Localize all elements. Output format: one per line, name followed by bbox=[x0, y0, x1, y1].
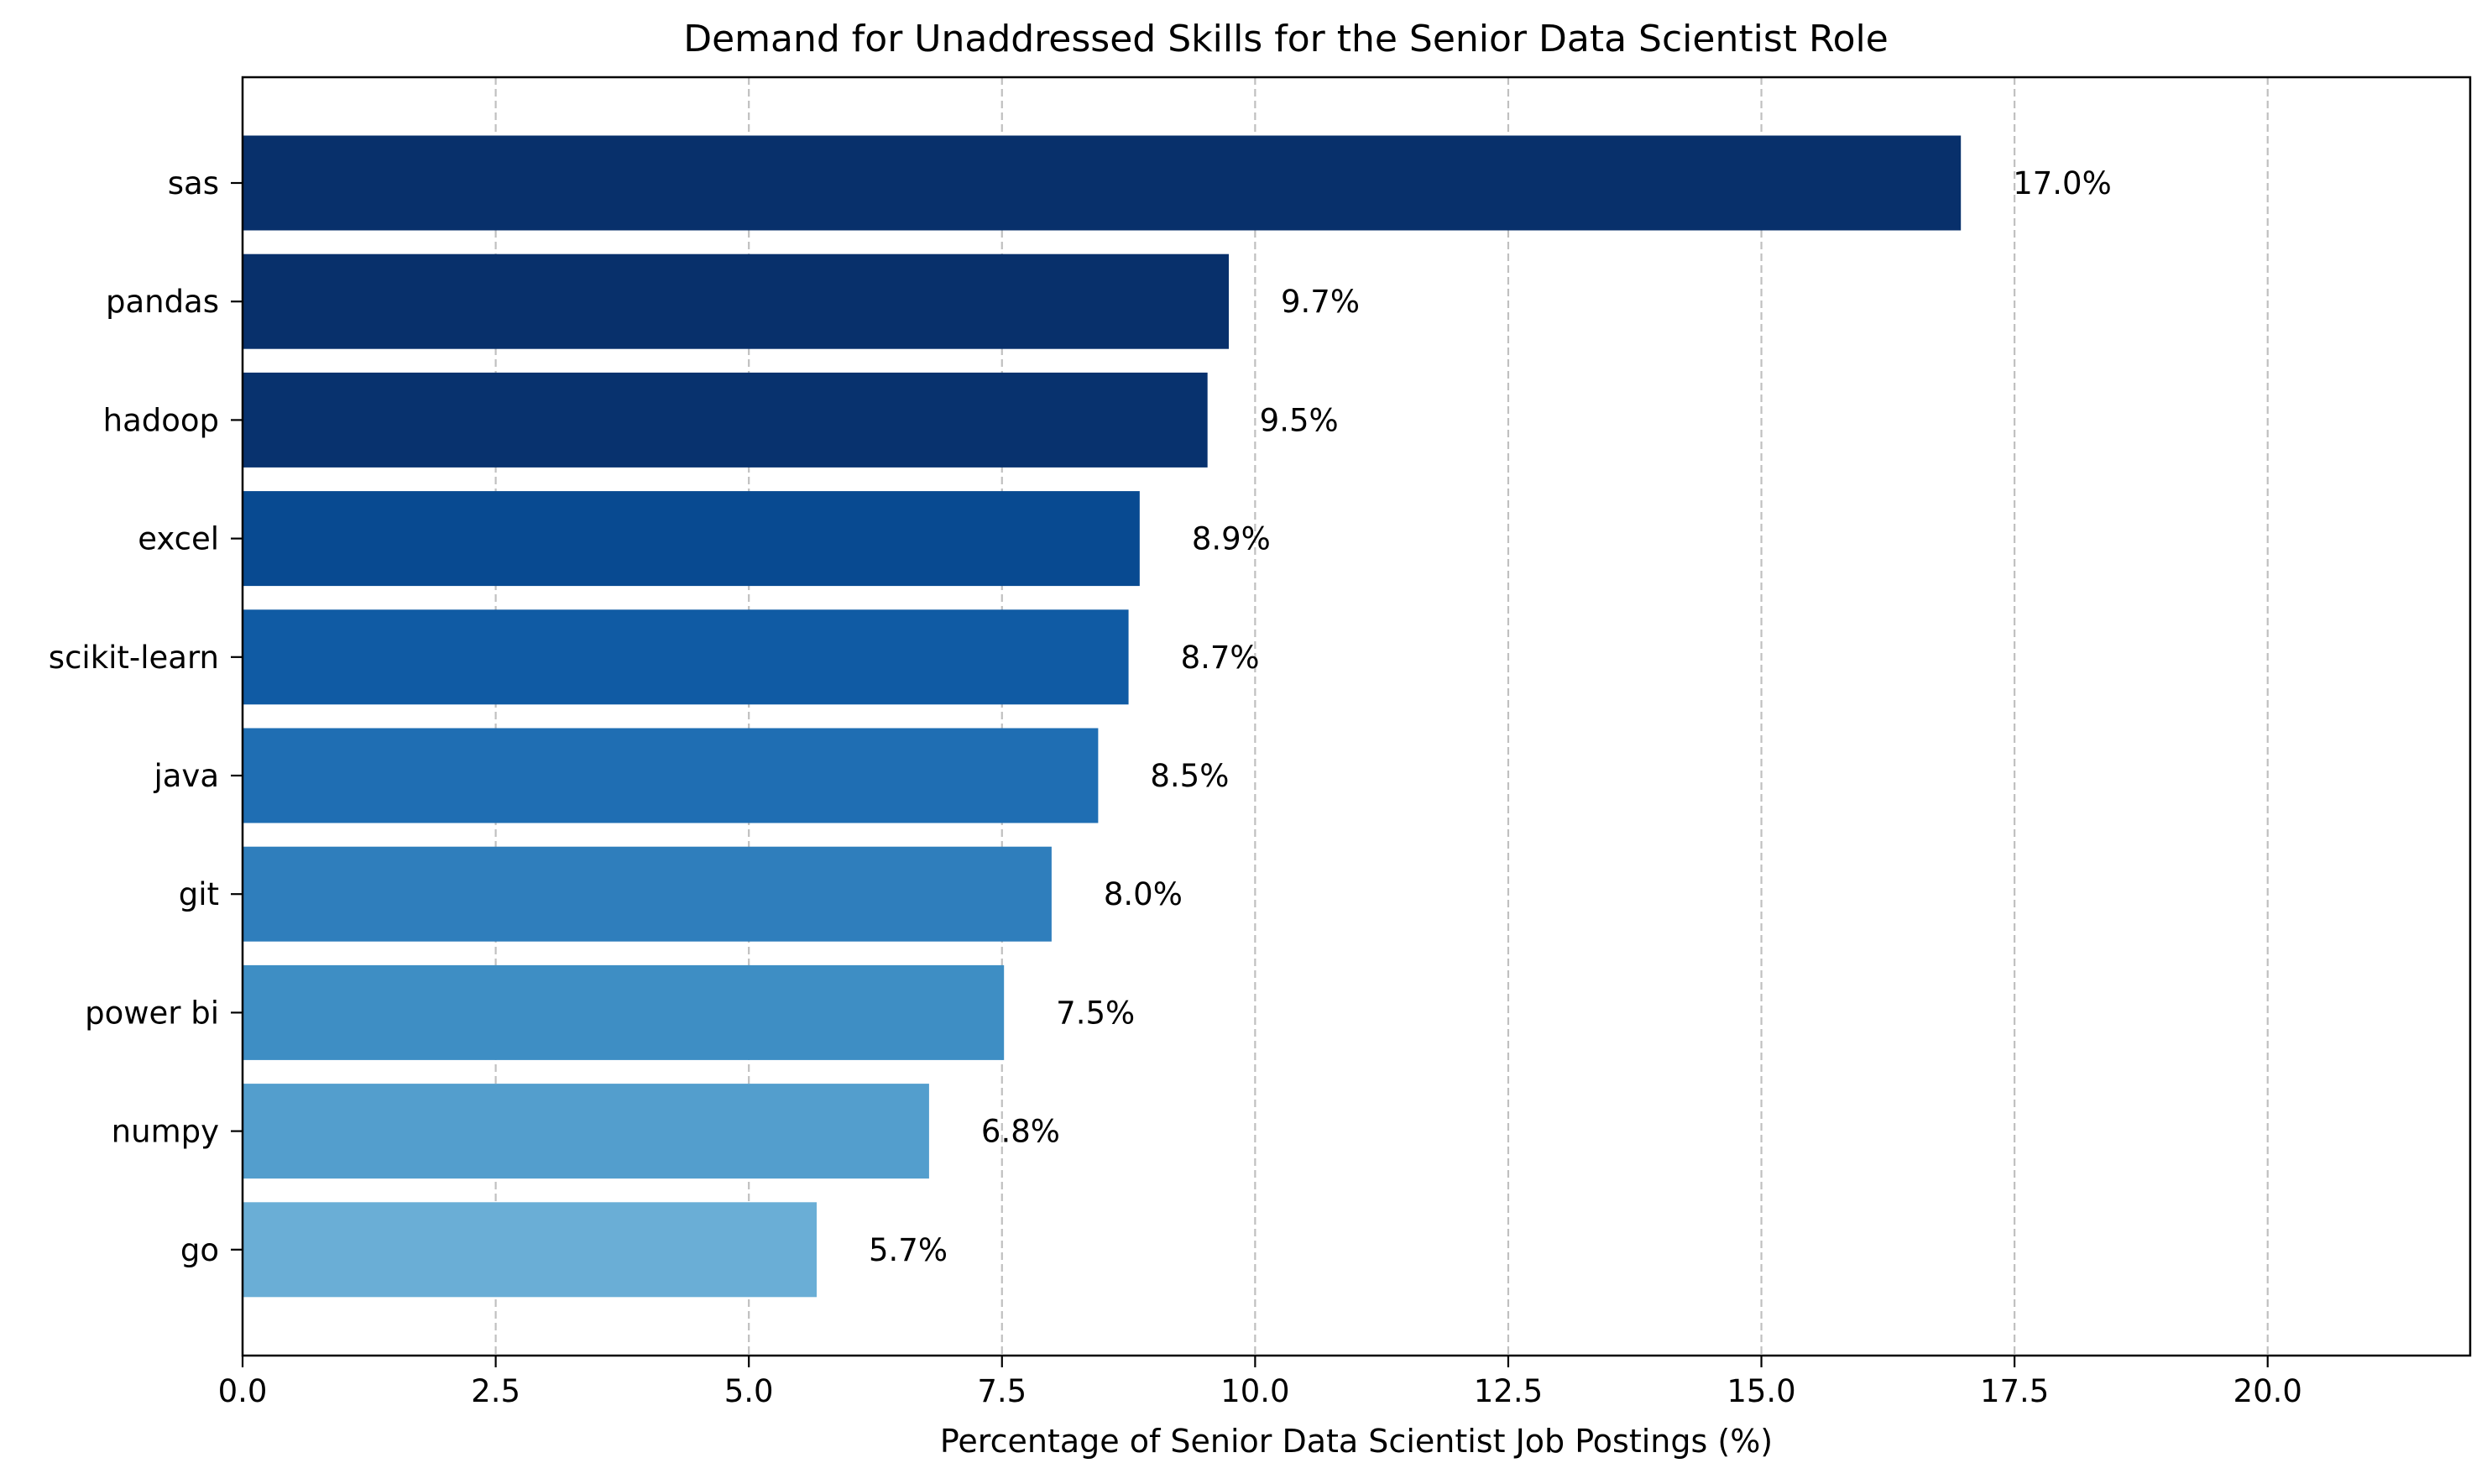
x-tick-label: 2.5 bbox=[471, 1373, 520, 1409]
y-tick-label: hadoop bbox=[103, 402, 219, 438]
x-tick-label: 12.5 bbox=[1474, 1373, 1543, 1409]
data-label: 8.5% bbox=[1150, 758, 1229, 794]
x-tick-label: 0.0 bbox=[218, 1373, 268, 1409]
x-tick-label: 15.0 bbox=[1727, 1373, 1795, 1409]
y-tick-label: power bi bbox=[85, 995, 219, 1031]
bar bbox=[243, 1084, 929, 1179]
x-tick-label: 7.5 bbox=[977, 1373, 1027, 1409]
data-label: 6.8% bbox=[981, 1114, 1060, 1150]
data-label: 7.5% bbox=[1056, 995, 1135, 1031]
bar bbox=[243, 253, 1229, 349]
bar bbox=[243, 135, 1962, 231]
y-tick-label: scikit-learn bbox=[49, 640, 219, 676]
bar bbox=[243, 609, 1129, 705]
value-labels: 17.0% 9.7% 9.5% 8.9% 8.7% 8.5% 8.0% 7.5% 6.8% 5.7… bbox=[869, 165, 2112, 1268]
y-tick-label: pandas bbox=[106, 284, 219, 320]
plot-frame bbox=[241, 76, 2472, 1357]
data-label: 9.7% bbox=[1281, 284, 1360, 320]
y-tick-label: git bbox=[179, 876, 219, 912]
x-axis-title: Percentage of Senior Data Scientist Job … bbox=[940, 1423, 1773, 1460]
x-tick-label: 17.5 bbox=[1980, 1373, 2049, 1409]
bar bbox=[243, 491, 1140, 587]
bar bbox=[243, 1202, 818, 1298]
y-tick-label: java bbox=[153, 758, 219, 794]
data-label: 9.5% bbox=[1260, 402, 1339, 438]
bar bbox=[243, 964, 1005, 1060]
data-label: 8.0% bbox=[1104, 876, 1183, 912]
y-tick-label: excel bbox=[138, 521, 219, 557]
data-label: 17.0% bbox=[2013, 165, 2112, 201]
data-label: 5.7% bbox=[869, 1232, 948, 1268]
bar bbox=[243, 372, 1208, 468]
data-label: 8.9% bbox=[1192, 521, 1271, 557]
x-tick-label: 20.0 bbox=[2233, 1373, 2302, 1409]
bar bbox=[243, 728, 1099, 823]
bars bbox=[243, 135, 1962, 1298]
x-tick-label: 5.0 bbox=[724, 1373, 774, 1409]
x-tick-label: 10.0 bbox=[1220, 1373, 1289, 1409]
data-label: 8.7% bbox=[1181, 640, 1260, 676]
bar bbox=[243, 846, 1052, 942]
y-tick-label: numpy bbox=[112, 1114, 219, 1150]
x-axis: 0.0 2.5 5.0 7.5 10.0 12.5 15.0 17.5 20.0 bbox=[218, 1356, 2302, 1409]
chart-title: Demand for Unaddressed Skills for the Se… bbox=[683, 18, 1889, 60]
y-axis: sas pandas hadoop excel scikit-learn java git p… bbox=[49, 165, 243, 1268]
y-tick-label: go bbox=[180, 1232, 219, 1268]
y-tick-label: sas bbox=[168, 165, 219, 201]
